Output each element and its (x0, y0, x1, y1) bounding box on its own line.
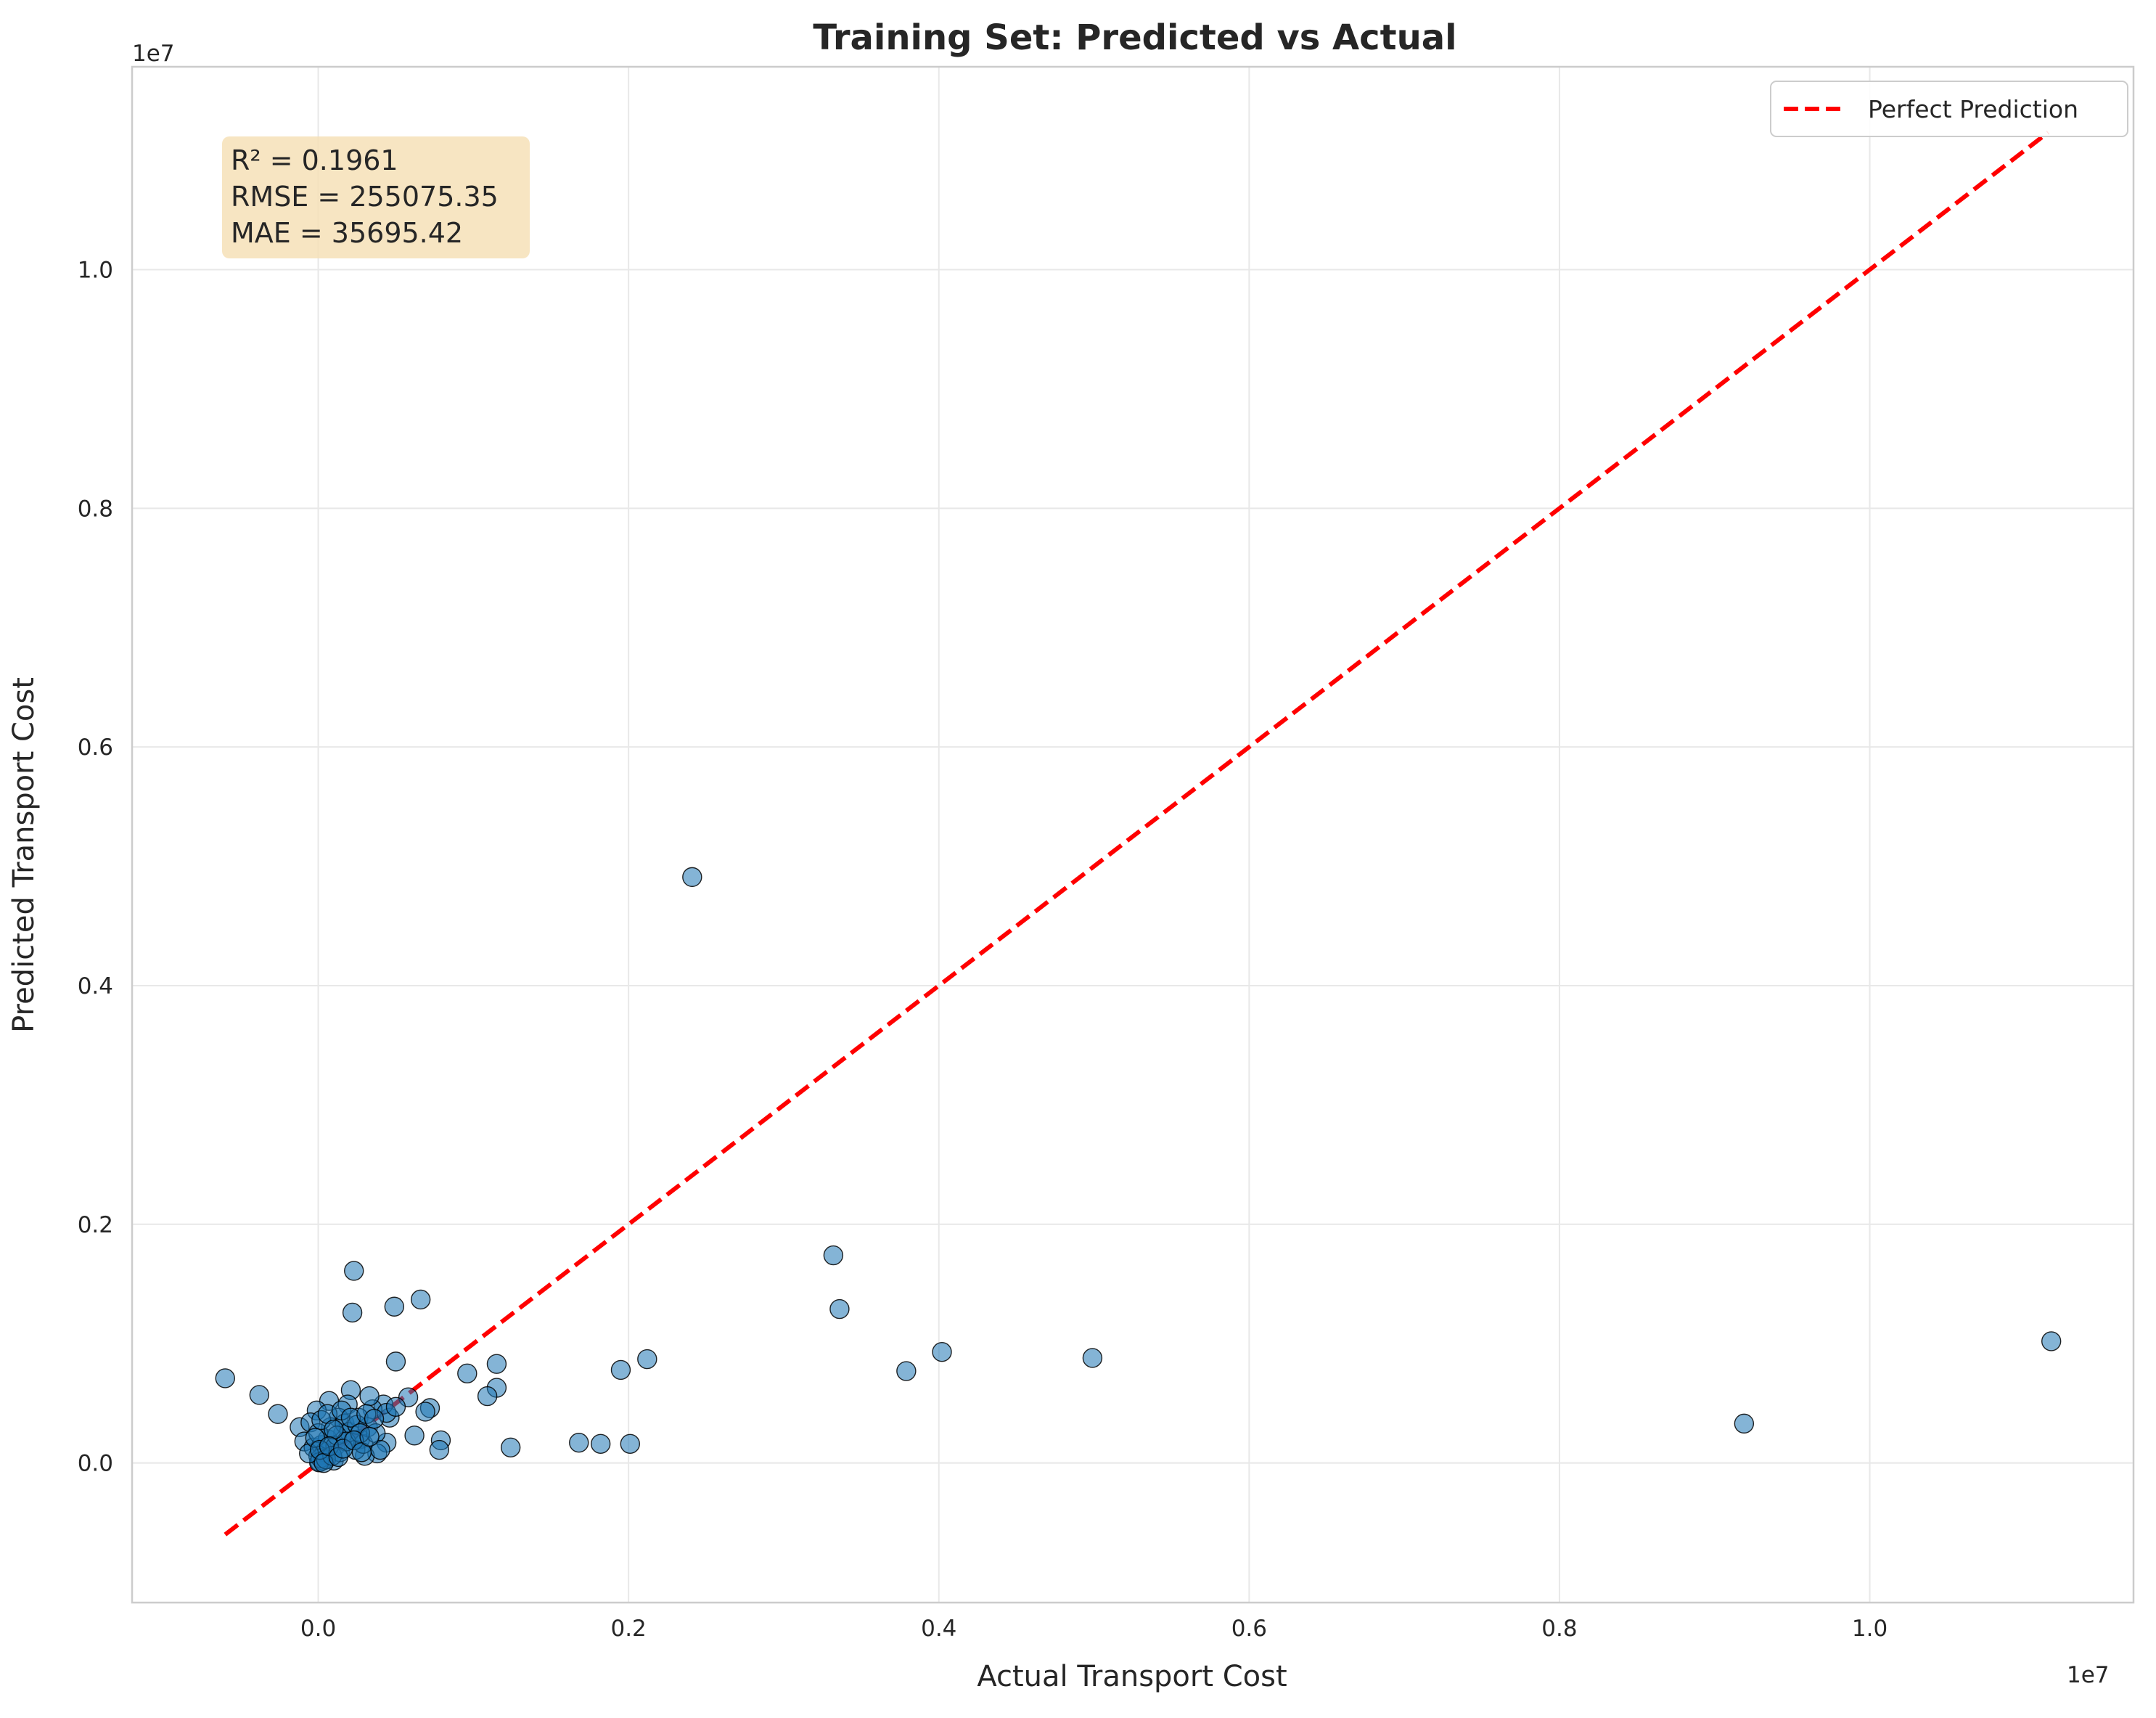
scatter-point (896, 1361, 917, 1381)
y-offset-label: 1e7 (132, 41, 175, 67)
scatter-point (268, 1404, 288, 1424)
y-tick-label: 1.0 (78, 258, 113, 284)
scatter-point (823, 1245, 844, 1266)
x-tick-label: 0.8 (1541, 1616, 1577, 1642)
perfect-prediction-line-group (224, 131, 2050, 1537)
scatter-point (249, 1385, 270, 1405)
perfect-prediction-line (224, 131, 2050, 1537)
scatter-point (404, 1425, 425, 1446)
legend-label-perfect-prediction: Perfect Prediction (1868, 95, 2078, 123)
scatter-point (385, 1351, 406, 1372)
plot-frame (131, 65, 2135, 1604)
scatter-point (457, 1363, 477, 1384)
y-tick-labels: 0.0 0.2 0.4 0.6 0.8 1.0 (78, 258, 113, 1477)
scatter-point (410, 1289, 431, 1310)
scatter-points (215, 867, 2062, 1473)
y-axis-label: Predicted Transport Cost (7, 677, 41, 1033)
stats-r2: R² = 0.1961 (231, 144, 398, 176)
x-tick-label: 0.4 (921, 1616, 956, 1642)
scatter-point (324, 1419, 344, 1440)
scatter-point (429, 1439, 450, 1460)
scatter-point (364, 1409, 385, 1429)
scatter-point (344, 1261, 364, 1281)
scatter-point (569, 1432, 589, 1453)
stats-mae: MAE = 35695.42 (231, 217, 463, 249)
scatter-point (829, 1298, 850, 1320)
scatter-point (415, 1402, 435, 1422)
scatter-point (385, 1396, 406, 1418)
scatter-point (1734, 1413, 1755, 1434)
x-offset-label: 1e7 (2067, 1662, 2110, 1688)
scatter-point (359, 1426, 380, 1447)
y-tick-label: 0.4 (78, 973, 113, 999)
stats-box-background (222, 136, 530, 258)
x-axis-label: Actual Transport Cost (977, 1660, 1287, 1693)
scatter-point (682, 867, 702, 888)
x-tick-label: 0.2 (610, 1616, 646, 1642)
scatter-point (384, 1296, 405, 1317)
grid-lines (132, 67, 2134, 1603)
scatter-point (1082, 1348, 1103, 1368)
scatter-point (215, 1368, 235, 1388)
scatter-point (486, 1354, 507, 1374)
legend-box (1770, 81, 2128, 137)
y-tick-label: 0.8 (78, 496, 113, 522)
legend: Perfect Prediction (1770, 81, 2128, 137)
y-tick-label: 0.0 (78, 1451, 113, 1477)
scatter-point (342, 1302, 363, 1323)
x-tick-label: 0.6 (1231, 1616, 1267, 1642)
stats-rmse: RMSE = 255075.35 (231, 181, 499, 213)
scatter-point (2041, 1331, 2062, 1351)
scatter-point (610, 1359, 631, 1380)
y-tick-label: 0.2 (78, 1212, 113, 1238)
x-tick-label: 0.0 (300, 1616, 336, 1642)
stats-box: R² = 0.1961 RMSE = 255075.35 MAE = 35695… (222, 136, 530, 258)
x-tick-labels: 0.0 0.2 0.4 0.6 0.8 1.0 (300, 1616, 1887, 1642)
scatter-point (620, 1433, 640, 1455)
scatter-point (477, 1386, 498, 1407)
chart-title: Training Set: Predicted vs Actual (813, 17, 1456, 58)
scatter-point (590, 1433, 611, 1455)
scatter-point (637, 1349, 657, 1370)
y-tick-label: 0.6 (78, 735, 113, 761)
scatter-point (500, 1437, 521, 1457)
scatter-point (359, 1386, 380, 1407)
x-tick-label: 1.0 (1852, 1616, 1887, 1642)
scatter-point (932, 1342, 952, 1362)
